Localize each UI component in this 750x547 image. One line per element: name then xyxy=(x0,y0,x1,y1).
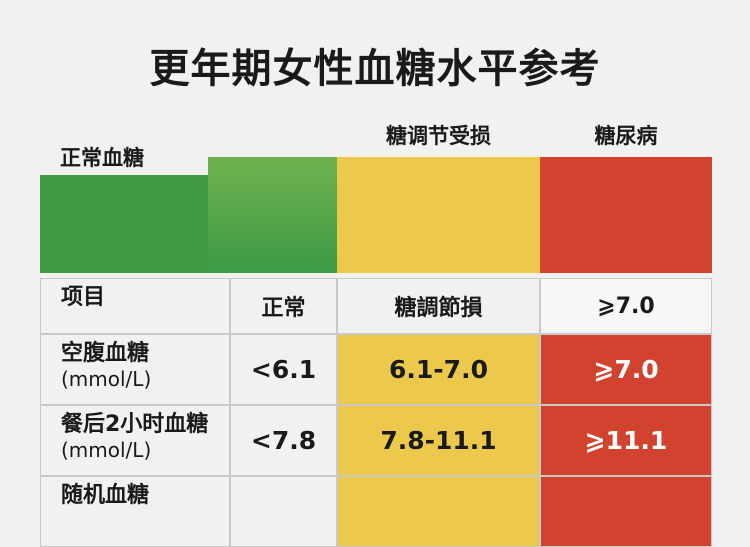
header-cell: 糖調節損 xyxy=(337,278,540,334)
title: 更年期女性血糖水平参考 xyxy=(149,46,601,92)
item: 餐后2小时血糖 xyxy=(61,412,209,437)
item: 随机血糖 xyxy=(61,483,150,508)
green-band xyxy=(208,157,338,273)
header-cell: 项目 xyxy=(40,278,230,334)
value-cell: 7.8-11.1 xyxy=(337,405,540,476)
value-cell: <6.1 xyxy=(230,334,337,405)
header-cell: ⩾7.0 xyxy=(540,278,712,334)
row-label: 随机血糖 xyxy=(40,476,230,547)
unit: (mmol/L) xyxy=(61,367,152,391)
unit: (mmol/L) xyxy=(61,438,152,462)
value-cell xyxy=(337,476,540,547)
red-band xyxy=(540,157,712,273)
band-label: 正常血糖 xyxy=(60,146,144,170)
row-label: 餐后2小时血糖 (mmol/L) xyxy=(40,405,230,476)
value-cell xyxy=(540,476,712,547)
yellow-band xyxy=(337,157,540,273)
band-label: 糖调节受损 xyxy=(386,124,491,148)
value-cell xyxy=(230,476,337,547)
green-band xyxy=(40,175,210,273)
item: 空腹血糖 xyxy=(61,341,150,366)
header-cell: 正常 xyxy=(230,278,337,334)
page: 更年期女性血糖水平参考 正常血糖 糖调节受损 糖尿病 项目 正常 糖調節損 ⩾7.0 空… xyxy=(40,46,712,547)
row-label: 空腹血糖 (mmol/L) xyxy=(40,334,230,405)
value-cell: ⩾11.1 xyxy=(540,405,712,476)
value-cell: 6.1-7.0 xyxy=(337,334,540,405)
band-label: 糖尿病 xyxy=(594,124,658,148)
value-cell: <7.8 xyxy=(230,405,337,476)
value-cell: ⩾7.0 xyxy=(540,334,712,405)
